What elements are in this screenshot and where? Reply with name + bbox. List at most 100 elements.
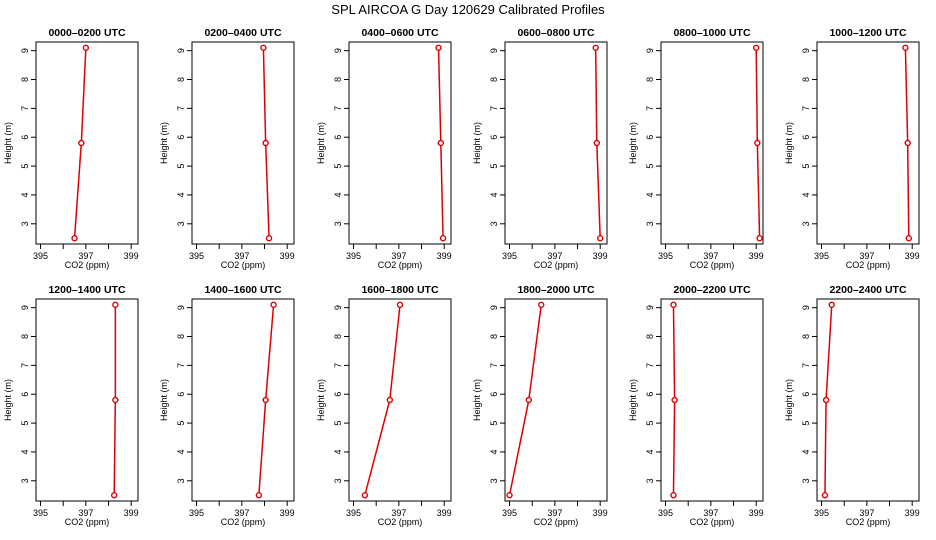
y-tick-label: 9: [645, 305, 655, 310]
y-tick-label: 7: [333, 363, 343, 368]
y-axis-label: Height (m): [784, 379, 794, 421]
x-tick-label: 395: [814, 251, 829, 261]
data-point: [386, 396, 393, 404]
x-tick-label: 399: [280, 508, 295, 518]
y-tick-label: 9: [333, 305, 343, 310]
x-tick-label: 397: [859, 251, 874, 261]
data-point: [262, 139, 269, 147]
x-tick-label: 399: [749, 251, 764, 261]
panel-title: 0200–0400 UTC: [204, 27, 281, 39]
x-tick-label: 399: [905, 508, 920, 518]
y-tick-label: 9: [20, 48, 30, 53]
plot-frame: [504, 41, 608, 245]
chart-panel: 0000–0200 UTC 395 397 399 3 4 5 6 7 8 9 CO2 (ppm) He…: [3, 27, 139, 270]
y-tick-label: 3: [20, 221, 30, 226]
y-tick-label: 7: [645, 363, 655, 368]
plot-frame: [191, 298, 295, 502]
x-axis-label: CO2 (ppm): [690, 260, 735, 270]
data-point: [525, 396, 532, 404]
chart-panel: 2000–2200 UTC 395 397 399 3 4 5 6 7 8 9 CO2 (ppm) He…: [628, 284, 764, 527]
x-tick-label: 395: [658, 251, 673, 261]
y-tick-label: 8: [645, 77, 655, 82]
x-tick-label: 395: [33, 251, 48, 261]
y-tick-label: 4: [801, 449, 811, 454]
data-point: [439, 235, 447, 242]
y-tick-label: 4: [333, 449, 343, 454]
data-point: [82, 44, 90, 51]
y-tick-label: 7: [801, 363, 811, 368]
y-tick-label: 5: [20, 421, 30, 426]
y-axis-label: Height (m): [159, 379, 169, 421]
x-tick-label: 397: [234, 508, 249, 518]
x-tick-label: 397: [391, 251, 406, 261]
x-tick-label: 399: [437, 508, 452, 518]
x-tick-label: 399: [905, 251, 920, 261]
y-tick-label: 3: [176, 221, 186, 226]
y-tick-label: 4: [176, 192, 186, 197]
y-tick-label: 9: [801, 48, 811, 53]
y-tick-label: 7: [176, 106, 186, 111]
panel-title: 1000–1200 UTC: [829, 27, 906, 39]
y-tick-label: 3: [645, 221, 655, 226]
x-tick-label: 397: [234, 251, 249, 261]
y-tick-label: 9: [20, 305, 30, 310]
y-tick-label: 3: [801, 478, 811, 483]
y-tick-label: 3: [801, 221, 811, 226]
chart-panel: 1400–1600 UTC 395 397 399 3 4 5 6 7 8 9 CO2 (ppm) He…: [159, 284, 295, 527]
y-tick-label: 6: [333, 392, 343, 397]
y-tick-label: 9: [176, 305, 186, 310]
y-tick-label: 9: [801, 305, 811, 310]
data-point: [260, 44, 267, 51]
y-tick-label: 5: [333, 164, 343, 169]
chart-panel: 1800–2000 UTC 395 397 399 3 4 5 6 7 8 9 CO2 (ppm) He…: [472, 284, 608, 527]
x-tick-label: 397: [703, 251, 718, 261]
y-tick-label: 4: [645, 192, 655, 197]
x-tick-label: 399: [593, 251, 608, 261]
y-tick-label: 8: [333, 77, 343, 82]
y-axis-label: Height (m): [159, 122, 169, 164]
data-point: [905, 235, 912, 242]
x-axis-label: CO2 (ppm): [690, 517, 735, 527]
plot-frame: [35, 41, 139, 245]
y-tick-label: 8: [645, 334, 655, 339]
y-tick-label: 3: [176, 478, 186, 483]
data-point: [435, 44, 442, 51]
y-tick-label: 3: [20, 478, 30, 483]
y-axis-label: Height (m): [784, 122, 794, 164]
y-tick-label: 7: [801, 106, 811, 111]
data-point: [670, 492, 677, 499]
chart-panel: 0600–0800 UTC 395 397 399 3 4 5 6 7 8 9 CO2 (ppm) He…: [472, 27, 608, 270]
data-point: [822, 396, 830, 404]
x-tick-label: 395: [189, 251, 204, 261]
data-point: [110, 492, 118, 499]
y-tick-label: 8: [489, 77, 499, 82]
data-point: [112, 301, 119, 308]
chart-panel: 1200–1400 UTC 395 397 399 3 4 5 6 7 8 9 CO2 (ppm) He…: [3, 284, 139, 527]
y-tick-label: 5: [333, 421, 343, 426]
x-tick-label: 397: [703, 508, 718, 518]
plot-frame: [348, 298, 452, 502]
y-tick-label: 6: [801, 135, 811, 140]
data-point: [670, 301, 677, 308]
data-point: [756, 235, 763, 242]
x-tick-label: 397: [78, 508, 93, 518]
x-tick-label: 397: [391, 508, 406, 518]
x-tick-label: 397: [547, 251, 562, 261]
x-tick-label: 399: [280, 251, 295, 261]
plot-frame: [660, 298, 764, 502]
y-tick-label: 5: [645, 164, 655, 169]
data-point: [262, 396, 269, 404]
plot-frame: [504, 298, 608, 502]
y-tick-label: 4: [489, 449, 499, 454]
chart-panel: 0800–1000 UTC 395 397 399 3 4 5 6 7 8 9 CO2 (ppm) He…: [628, 27, 764, 270]
figure-title: SPL AIRCOA G Day 120629 Calibrated Profi…: [331, 2, 605, 17]
y-tick-label: 9: [333, 48, 343, 53]
y-tick-label: 5: [489, 164, 499, 169]
profile-line: [508, 304, 543, 496]
x-axis-label: CO2 (ppm): [846, 517, 891, 527]
y-tick-label: 9: [176, 48, 186, 53]
data-point: [396, 301, 404, 308]
y-tick-label: 4: [20, 449, 30, 454]
panel-title: 1600–1800 UTC: [361, 284, 438, 296]
